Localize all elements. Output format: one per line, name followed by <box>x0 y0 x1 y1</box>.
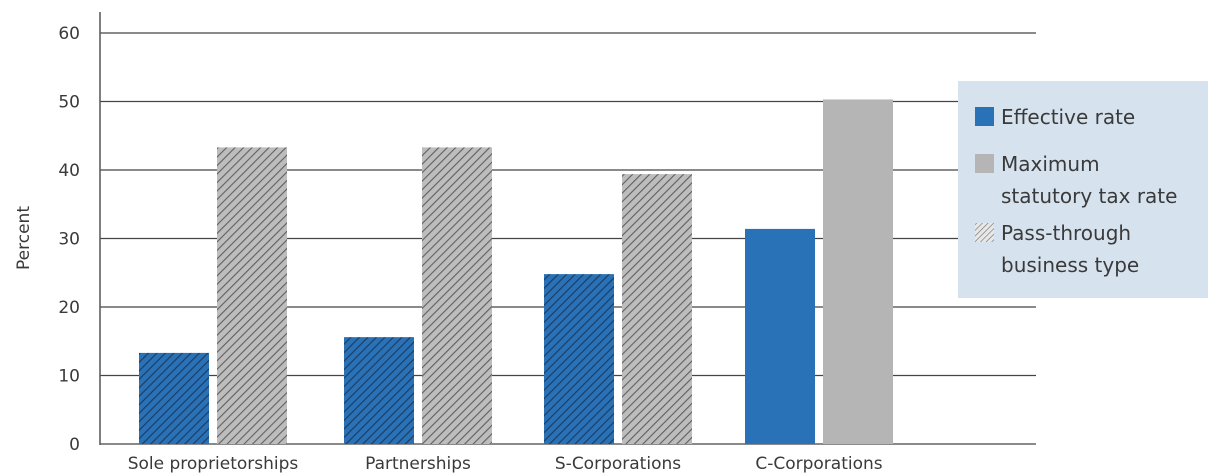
legend-label-effective: Effective rate <box>1001 105 1135 129</box>
y-tick-label: 40 <box>58 161 80 181</box>
bar-maximum-0 <box>217 147 287 444</box>
bar-maximum-2 <box>622 174 692 445</box>
legend-label-maximum-line1: Maximum <box>1001 152 1100 176</box>
bar-effective-3 <box>745 228 815 444</box>
y-tick-label: 60 <box>58 24 80 44</box>
x-category-label: S-Corporations <box>555 454 681 474</box>
legend: Effective rate Maximum statutory tax rat… <box>958 81 1208 298</box>
bar-effective-1 <box>344 337 414 444</box>
y-tick-label: 0 <box>69 435 80 455</box>
y-tick-label: 10 <box>58 367 80 387</box>
y-axis-title: Percent <box>14 206 34 270</box>
y-tick-label: 50 <box>58 93 80 113</box>
legend-swatch-passthrough <box>975 223 994 242</box>
legend-background <box>958 81 1208 298</box>
y-axis-tick-labels: 0 10 20 30 40 50 60 <box>58 24 80 455</box>
legend-swatch-maximum <box>975 154 994 173</box>
bar-effective-2 <box>544 274 614 444</box>
y-tick-label: 20 <box>58 298 80 318</box>
legend-label-maximum-line2: statutory tax rate <box>1001 184 1177 208</box>
bars <box>139 99 893 445</box>
bar-maximum-1 <box>422 147 492 444</box>
x-category-label: C-Corporations <box>755 454 882 474</box>
legend-swatch-effective <box>975 107 994 126</box>
bar-maximum-3 <box>823 99 893 444</box>
x-category-label: Sole proprietorships <box>128 454 299 474</box>
legend-label-passthrough-line2: business type <box>1001 253 1139 277</box>
y-tick-label: 30 <box>58 230 80 250</box>
x-category-label: Partnerships <box>365 454 471 474</box>
legend-label-passthrough-line1: Pass-through <box>1001 221 1131 245</box>
bar-effective-0 <box>139 352 209 444</box>
x-axis-category-labels: Sole proprietorships Partnerships S-Corpor… <box>128 454 883 474</box>
